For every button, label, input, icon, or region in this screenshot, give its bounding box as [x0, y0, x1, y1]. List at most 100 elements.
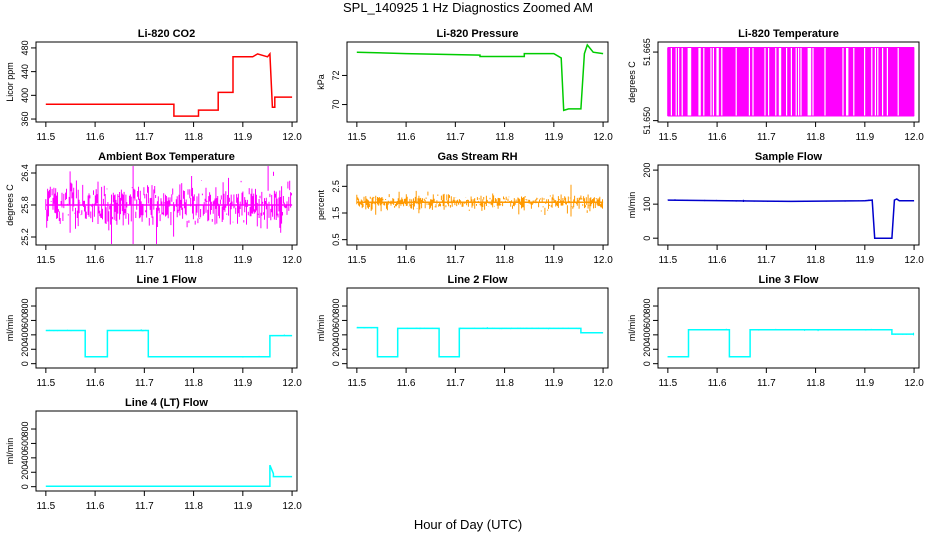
- x-tick-label: 11.7: [135, 378, 154, 389]
- chart-title: Ambient Box Temperature: [98, 151, 235, 163]
- series-noise: [667, 328, 914, 358]
- y-tick-label: 800: [331, 299, 341, 314]
- plot-frame: [657, 164, 920, 246]
- x-tick-label: 11.9: [855, 132, 874, 143]
- chart-panel-7: Line 1 Flow 11.5 11.6 11.7 11.8 11.9 12.0 0 2004…: [5, 274, 302, 389]
- x-tick-label: 11.5: [658, 132, 677, 143]
- y-tick-label: 360: [20, 112, 30, 127]
- y-tick-label: 480: [20, 40, 30, 55]
- x-tick-label: 11.7: [135, 132, 154, 143]
- x-tick-label: 11.6: [397, 255, 416, 266]
- y-tick-label: 440: [20, 64, 30, 79]
- y-tick-label: 800: [20, 299, 30, 314]
- x-tick-label: 12.0: [593, 132, 613, 143]
- chart-panel-6: Sample Flow 11.5 11.6 11.7 11.8 11.9 12.0 0 100 2…: [627, 151, 924, 266]
- x-tick-label: 11.9: [233, 132, 252, 143]
- y-tick-label: 600: [20, 313, 30, 328]
- y-tick-label: 0: [642, 236, 652, 241]
- x-axis-label: Hour of Day (UTC): [413, 517, 523, 532]
- y-tick-label: 0: [331, 361, 341, 366]
- x-tick-label: 11.7: [446, 378, 465, 389]
- x-tick-label: 11.6: [397, 378, 416, 389]
- x-tick-label: 11.7: [446, 132, 465, 143]
- x-tick-label: 11.6: [397, 132, 416, 143]
- x-tick-label: 11.8: [495, 378, 514, 389]
- plot-frame: [346, 287, 609, 369]
- y-tick-label: 1.5: [331, 207, 341, 220]
- plot-frame: [35, 410, 298, 492]
- y-tick-label: 600: [331, 313, 341, 328]
- y-tick-label: 200: [642, 163, 652, 178]
- chart-title: Li-820 Temperature: [738, 28, 839, 40]
- x-tick-label: 11.5: [36, 501, 55, 512]
- x-tick-label: 11.9: [233, 378, 252, 389]
- x-tick-label: 11.9: [544, 132, 563, 143]
- x-tick-label: 11.6: [708, 378, 727, 389]
- x-tick-label: 11.7: [446, 255, 465, 266]
- x-tick-label: 11.6: [708, 255, 727, 266]
- y-axis-label: ml/min: [5, 315, 15, 342]
- x-tick-label: 11.9: [544, 255, 563, 266]
- x-tick-label: 11.8: [806, 132, 825, 143]
- chart-panel-3: Li-820 Temperature 11.5 11.6 11.7 11.8 11.9 12…: [627, 28, 924, 143]
- x-tick-label: 11.8: [184, 378, 203, 389]
- x-tick-label: 11.5: [36, 132, 55, 143]
- x-tick-label: 12.0: [904, 378, 924, 389]
- y-tick-label: 0: [642, 361, 652, 366]
- y-tick-label: 25.2: [20, 228, 30, 246]
- chart-panel-9: Line 3 Flow 11.5 11.6 11.7 11.8 11.9 12.0 0 2004…: [627, 274, 924, 389]
- chart-panel-8: Line 2 Flow 11.5 11.6 11.7 11.8 11.9 12.0 0 2004…: [316, 274, 613, 389]
- x-tick-label: 11.9: [855, 255, 874, 266]
- series-noise: [356, 184, 603, 217]
- series-noise: [356, 326, 603, 358]
- y-tick-label: 26.4: [20, 164, 30, 182]
- y-tick-label: 800: [20, 422, 30, 437]
- chart-title: Gas Stream RH: [437, 151, 517, 163]
- chart-panel-5: Gas Stream RH 11.5 11.6 11.7 11.8 11.9 12.0 0.5…: [316, 151, 613, 266]
- y-tick-label: 400: [642, 327, 652, 342]
- x-tick-label: 11.8: [184, 255, 203, 266]
- y-tick-label: 200: [331, 342, 341, 357]
- x-tick-label: 11.7: [757, 378, 776, 389]
- x-tick-label: 11.8: [495, 255, 514, 266]
- x-tick-label: 11.6: [86, 255, 105, 266]
- x-tick-label: 11.6: [708, 132, 727, 143]
- plot-frame: [35, 287, 298, 369]
- y-tick-label: 600: [20, 436, 30, 451]
- y-tick-label: 0.5: [331, 233, 341, 246]
- series-line: [356, 43, 604, 112]
- y-tick-label: 2.5: [331, 180, 341, 193]
- plot-frame: [657, 41, 920, 123]
- x-tick-label: 12.0: [593, 378, 613, 389]
- y-axis-label: Licor ppm: [5, 62, 15, 102]
- y-tick-label: 400: [20, 88, 30, 103]
- x-tick-label: 11.9: [233, 255, 252, 266]
- plot-frame: [35, 41, 298, 123]
- chart-title: Sample Flow: [755, 151, 823, 163]
- x-tick-label: 11.5: [658, 255, 677, 266]
- x-tick-label: 11.8: [806, 255, 825, 266]
- y-tick-label: 72: [331, 70, 341, 80]
- x-tick-label: 12.0: [282, 501, 302, 512]
- x-tick-label: 11.6: [86, 501, 105, 512]
- x-tick-label: 11.9: [544, 378, 563, 389]
- chart-title: Line 4 (LT) Flow: [125, 397, 208, 409]
- x-tick-label: 11.5: [36, 255, 55, 266]
- y-axis-label: degrees C: [5, 184, 15, 226]
- y-tick-label: 0: [20, 361, 30, 366]
- y-axis-label: ml/min: [627, 315, 637, 342]
- y-tick-label: 200: [20, 465, 30, 480]
- y-tick-label: 25.8: [20, 196, 30, 214]
- y-tick-label: 0: [20, 484, 30, 489]
- chart-title: Line 2 Flow: [448, 274, 508, 286]
- page-title: SPL_140925 1 Hz Diagnostics Zoomed AM: [342, 0, 594, 15]
- x-tick-label: 11.5: [347, 255, 366, 266]
- chart-title: Li-820 CO2: [138, 28, 195, 40]
- x-tick-label: 11.5: [347, 378, 366, 389]
- x-tick-label: 11.8: [495, 132, 514, 143]
- x-tick-label: 11.8: [184, 132, 203, 143]
- x-tick-label: 12.0: [904, 255, 924, 266]
- y-tick-label: 400: [331, 327, 341, 342]
- y-axis-label: ml/min: [627, 192, 637, 219]
